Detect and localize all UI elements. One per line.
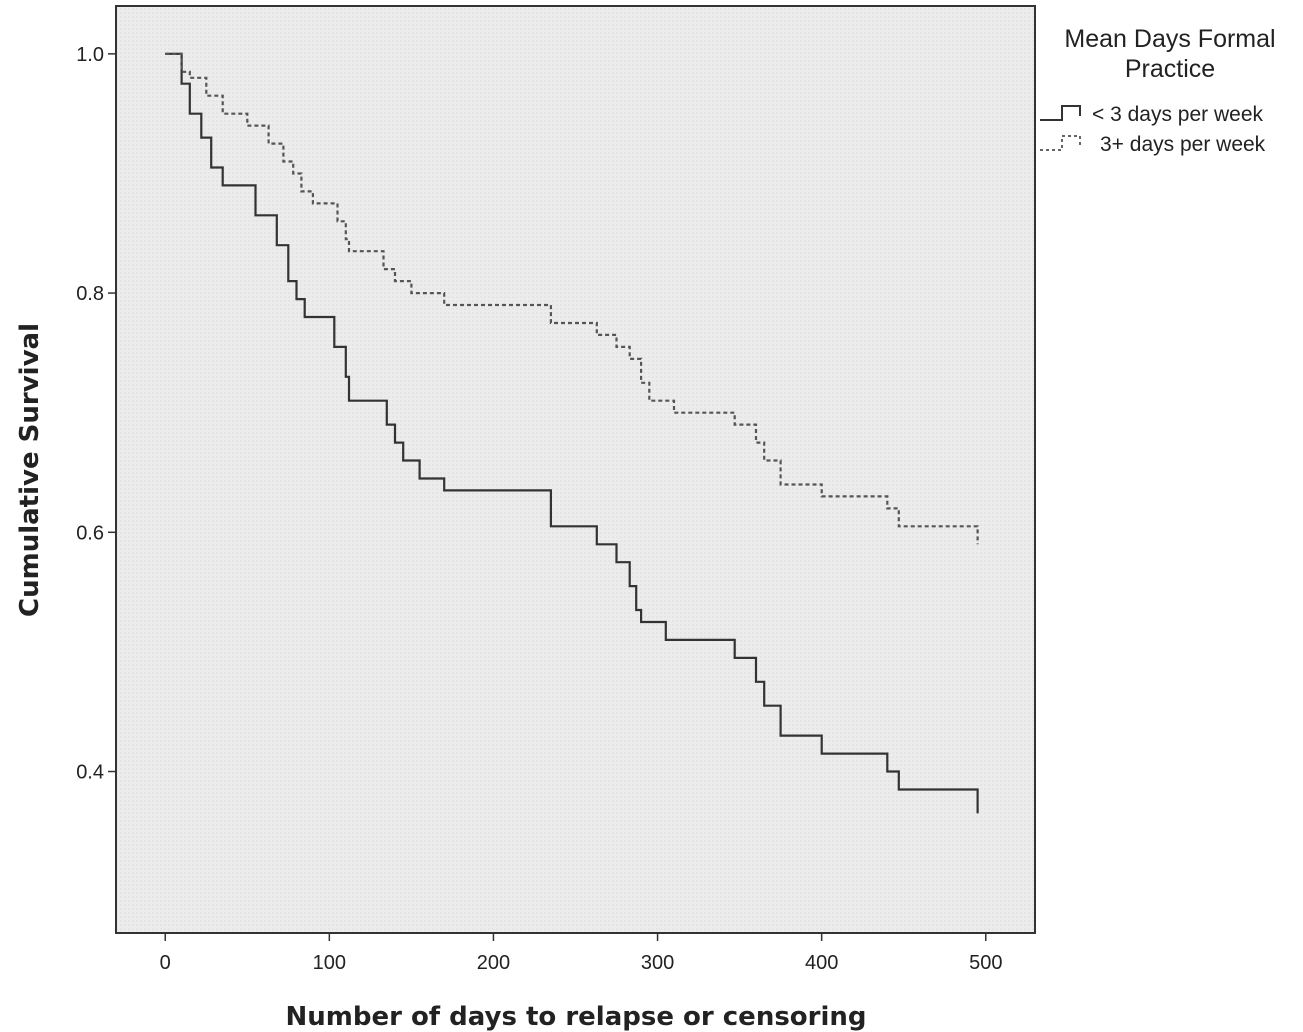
y-tick-label: 0.8 [76,283,104,305]
legend-label-1: < 3 days per week [1092,103,1264,126]
x-tick-label: 200 [477,952,510,974]
x-axis-title: Number of days to relapse or censoring [285,1002,866,1032]
x-tick-label: 0 [160,952,171,974]
y-tick-label: 0.4 [76,762,104,784]
x-axis: 0 100 200 300 400 500 [160,933,1002,974]
legend-title-line-2: Practice [1125,55,1215,83]
legend-swatch-solid [1040,105,1081,121]
legend-label-2: 3+ days per week [1100,133,1266,156]
series-line-1 [165,52,979,814]
x-tick-label: 100 [313,952,346,974]
y-axis: 0.4 0.6 0.8 1.0 [76,44,116,784]
series-layer [165,52,979,814]
y-tick-label: 0.6 [76,522,104,544]
x-tick-label: 500 [969,952,1002,974]
plot-area [115,5,1036,934]
legend-title-line-1: Mean Days Formal [1064,25,1275,53]
x-tick-label: 300 [641,952,674,974]
x-tick-label: 400 [805,952,838,974]
legend-swatch-dashed [1040,135,1081,151]
y-tick-label: 1.0 [76,44,104,66]
y-axis-title: Cumulative Survival [15,323,45,617]
legend: Mean Days Formal Practice < 3 days per w… [1040,25,1276,156]
series-line-2 [165,52,979,545]
